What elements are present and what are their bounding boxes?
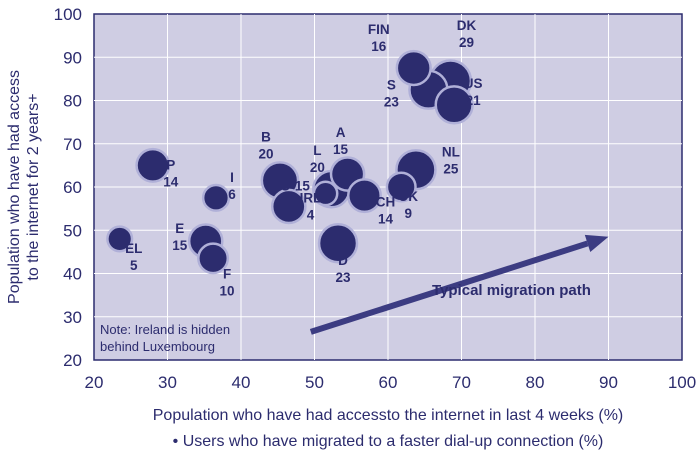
value-uk: 9 [404,206,412,221]
value-a: 15 [333,142,349,157]
value-irl: 4 [307,207,315,222]
label-a: A [336,125,346,140]
y-tick-label: 100 [54,5,82,24]
label-nl: NL [442,145,460,160]
bubble-i [201,183,231,212]
value-p: 14 [163,174,179,189]
label-l: L [313,143,321,158]
y-axis-title-line-2: to the internet for 2 years+ [25,93,42,280]
note-line-1: Note: Ireland is hidden [100,322,230,337]
x-tick-label: 50 [305,373,324,392]
label-el: EL [125,241,142,256]
label-i: I [230,170,234,185]
x-tick-label: 80 [526,373,545,392]
bubble-d [317,223,359,264]
bubble-fin [395,49,432,87]
value-fin: 16 [371,39,387,54]
label-s: S [387,78,396,93]
value-f: 10 [220,283,235,298]
bubble-p [135,147,171,183]
y-tick-label: 70 [63,135,82,154]
x-axis-title: Population who have had accessto the int… [153,407,624,424]
bubbles [106,49,474,275]
x-tick-label: 60 [379,373,398,392]
value-s: 23 [384,95,400,110]
label-e: E [175,221,184,236]
value-us: 21 [466,93,482,108]
y-tick-label: 50 [63,221,82,240]
bubble-uk [385,171,417,203]
label-ch: CH [376,195,396,210]
value-d: 23 [336,270,352,285]
note-line-2: behind Luxembourg [100,339,215,354]
y-tick-label: 90 [63,48,82,67]
x-tick-label: 40 [232,373,251,392]
migration-arrow [309,234,609,335]
label-uk: UK [398,189,418,204]
arrow-shaft [309,240,589,335]
y-tick-label: 60 [63,178,82,197]
bubble-ch [347,178,382,214]
value-l: 20 [310,160,325,175]
label-b: B [261,130,271,145]
bubble-el [106,225,134,253]
value-e: 15 [172,238,188,253]
tick-labels: 20 30 40 50 60 70 80 90 100 20 30 40 50 60 70 80 90 100 [54,5,697,392]
arrow-head [584,234,609,253]
value-ch: 14 [378,212,394,227]
bubble-eu-15 [270,188,307,225]
value-i: 6 [228,187,236,202]
label-fin: FIN [368,22,390,37]
y-axis-title-line-1: Population who have had access [6,70,23,304]
label-dk: DK [457,18,477,33]
y-tick-label: 30 [63,308,82,327]
y-tick-label: 80 [63,92,82,111]
x-tick-label: 90 [599,373,618,392]
label-f: F [223,266,231,281]
label-us: US [464,76,483,91]
bubble-labels: EL 5 P 14 E 15 F 10 I 6 EU-15 15 B 20 IRL 4 L 20 A 15 CH 14 D 2… [125,18,482,298]
label-d: D [338,253,348,268]
bubble-irl [312,180,339,207]
label-eu-15: EU-15 [272,178,311,193]
x-axis-subtitle: • Users who have migrated to a faster di… [173,433,604,450]
value-eu-15: 15 [283,195,299,210]
label-p: P [166,157,175,172]
y-tick-label: 20 [63,351,82,370]
value-dk: 29 [459,35,474,50]
value-b: 20 [258,147,273,162]
x-tick-label: 20 [85,373,104,392]
value-el: 5 [130,258,138,273]
x-tick-label: 30 [158,373,177,392]
x-tick-label: 70 [452,373,471,392]
arrow-label: Typical migration path [432,282,591,299]
y-tick-label: 40 [63,265,82,284]
bubble-us [434,85,474,125]
bubble-f [197,242,230,275]
x-tick-label: 100 [668,373,696,392]
label-irl: IRL [300,190,322,205]
value-nl: 25 [443,162,459,177]
